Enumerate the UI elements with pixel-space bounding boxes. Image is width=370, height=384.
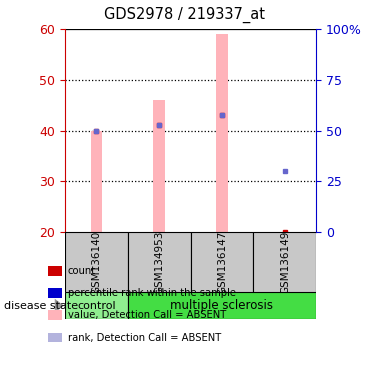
Text: GSM136140: GSM136140 bbox=[91, 230, 101, 294]
Bar bbox=[128, 232, 191, 292]
Text: GSM136149: GSM136149 bbox=[280, 230, 290, 294]
Text: multiple sclerosis: multiple sclerosis bbox=[171, 299, 273, 312]
Bar bbox=[253, 232, 316, 292]
Text: value, Detection Call = ABSENT: value, Detection Call = ABSENT bbox=[68, 310, 226, 320]
Text: GSM134953: GSM134953 bbox=[154, 230, 164, 294]
Text: rank, Detection Call = ABSENT: rank, Detection Call = ABSENT bbox=[68, 333, 221, 343]
Bar bbox=[65, 292, 128, 319]
Bar bbox=[191, 232, 253, 292]
Text: percentile rank within the sample: percentile rank within the sample bbox=[68, 288, 236, 298]
Text: disease state: disease state bbox=[4, 301, 78, 311]
Bar bbox=[65, 232, 128, 292]
Bar bbox=[128, 292, 316, 319]
Bar bbox=[154, 100, 165, 232]
Text: count: count bbox=[68, 266, 96, 276]
Text: GSM136147: GSM136147 bbox=[217, 230, 227, 294]
Bar bbox=[216, 34, 228, 232]
Text: GDS2978 / 219337_at: GDS2978 / 219337_at bbox=[104, 7, 266, 23]
Text: control: control bbox=[77, 301, 115, 311]
Bar bbox=[91, 131, 102, 232]
